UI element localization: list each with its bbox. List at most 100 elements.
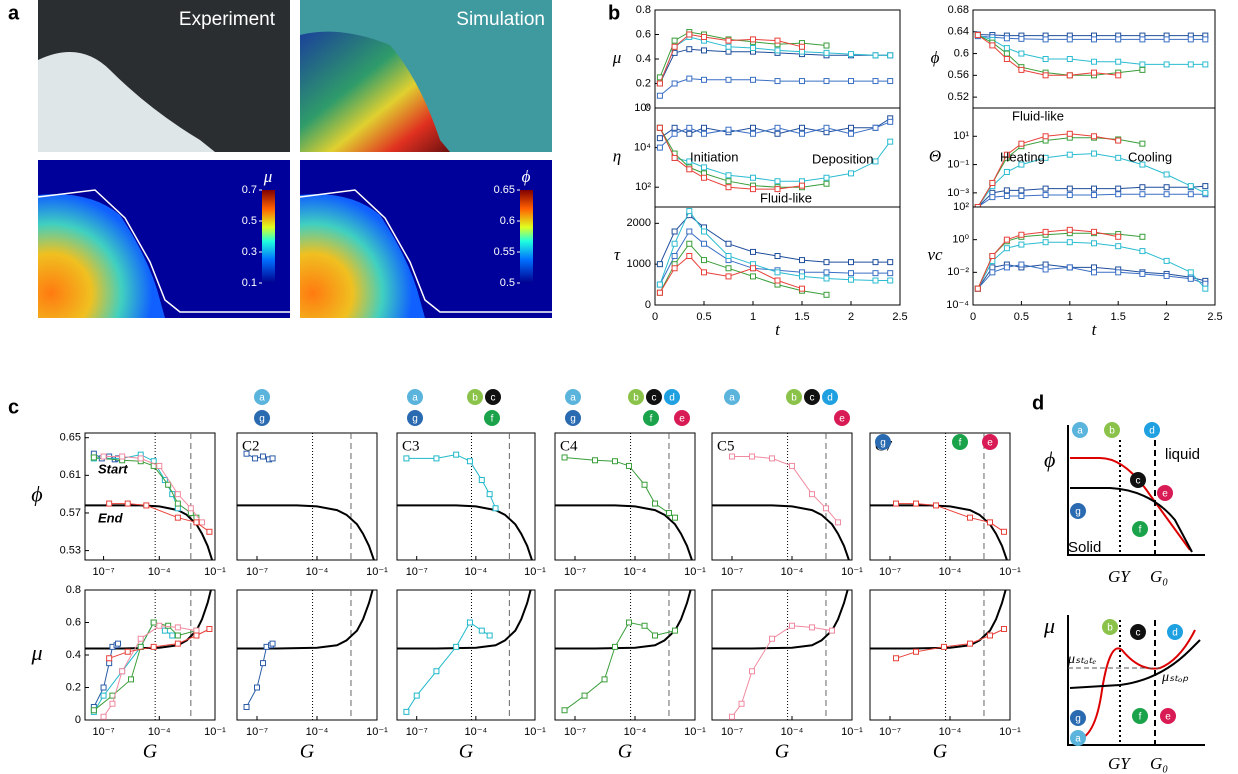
- data-point: [581, 692, 588, 699]
- model-curve: [397, 504, 533, 560]
- colorbar-label: ϕ: [522, 167, 531, 186]
- data-point: [1018, 261, 1025, 268]
- data-point: [1139, 233, 1146, 240]
- x-tick-label: 10⁻⁴: [781, 726, 804, 738]
- data-point: [750, 273, 756, 280]
- state-letter: f: [959, 438, 962, 449]
- y-axis-label: ϕ: [931, 48, 940, 67]
- plot-frame: [236, 589, 378, 721]
- data-point: [823, 42, 830, 49]
- data-point: [887, 118, 894, 125]
- y-tick-label: 0.2: [66, 681, 81, 693]
- state-marker: [565, 389, 581, 405]
- panel-label: c: [8, 396, 19, 418]
- data-point: [671, 253, 678, 259]
- data-point: [774, 78, 781, 85]
- data-point: [561, 707, 568, 714]
- state-letter: c: [1136, 628, 1141, 639]
- data-point: [989, 194, 996, 201]
- data-point: [433, 668, 440, 675]
- data-point: [1042, 185, 1049, 192]
- state-letter: g: [259, 414, 265, 425]
- y-axis-label: μ: [30, 640, 42, 665]
- data-point: [165, 622, 172, 629]
- state-marker: [822, 389, 838, 405]
- data-point: [671, 154, 678, 161]
- data-point: [799, 43, 805, 50]
- data-point: [872, 124, 879, 131]
- y-axis-label: τ: [614, 245, 621, 264]
- state-marker: [254, 410, 270, 426]
- y-tick-label: 0.8: [66, 584, 81, 596]
- data-point: [1042, 192, 1049, 199]
- y-tick-label: 0.8: [636, 4, 651, 16]
- data-point: [913, 648, 920, 655]
- colorbar: [262, 190, 275, 283]
- data-point: [486, 491, 493, 498]
- data-point: [729, 713, 735, 720]
- plot-frame: [654, 9, 901, 109]
- data-point: [848, 130, 854, 137]
- data-point: [137, 635, 144, 642]
- state-letter: f: [1139, 712, 1142, 723]
- y-tick-label: 10⁻⁴: [946, 299, 969, 311]
- x-tick-label: 10⁻⁷: [93, 566, 115, 578]
- data-point: [260, 660, 267, 667]
- data-point: [1139, 184, 1146, 191]
- data-point: [872, 78, 879, 85]
- y-tick-label: 0: [75, 714, 81, 726]
- x-tick-label: 10⁻⁷: [246, 566, 268, 578]
- plot-frame: [869, 432, 1011, 561]
- data-point: [701, 174, 707, 181]
- data-point: [1091, 192, 1097, 199]
- plot-area: [870, 433, 1008, 560]
- state-marker: [254, 389, 270, 405]
- y-tick-label: 10⁴: [634, 142, 651, 154]
- data-point: [1139, 161, 1146, 168]
- state-letter: b: [633, 393, 639, 404]
- data-point: [989, 269, 996, 276]
- data-point: [809, 624, 815, 631]
- state-marker: [1070, 503, 1086, 519]
- panel-label: d: [1032, 392, 1044, 414]
- x-tick-label: 10⁻⁴: [624, 566, 647, 578]
- plot-area: [974, 226, 1209, 292]
- state-letter: a: [412, 393, 418, 404]
- y-tick-label: 2000: [627, 217, 651, 229]
- x-tick-label: 10⁻¹: [841, 726, 863, 738]
- data-point: [1042, 154, 1049, 161]
- data-point: [466, 458, 473, 465]
- annotation: End: [98, 510, 124, 525]
- x-tick-label: 10⁻⁷: [246, 726, 268, 738]
- data-point: [750, 124, 756, 131]
- panel-label: a: [8, 2, 20, 24]
- state-marker: [1070, 730, 1086, 746]
- x-tick-label: 10⁻⁴: [781, 566, 804, 578]
- data-point: [967, 514, 973, 521]
- data-point: [725, 240, 732, 247]
- data-point: [725, 265, 732, 272]
- data-point: [686, 166, 693, 173]
- data-point: [1003, 236, 1010, 243]
- data-point: [150, 643, 157, 650]
- series-line: [659, 210, 891, 285]
- y-axis-label: η: [613, 146, 621, 165]
- data-point: [199, 519, 206, 526]
- x-tick-label: 0.5: [696, 311, 711, 323]
- state-marker: [1070, 710, 1086, 726]
- plot-area: [237, 433, 375, 560]
- data-point: [701, 228, 707, 235]
- data-point: [1000, 528, 1007, 535]
- data-point: [1066, 239, 1073, 246]
- data-point: [738, 700, 745, 707]
- data-point: [260, 453, 267, 460]
- y-axis-label: vc: [927, 245, 943, 264]
- model-curve: [870, 590, 1007, 650]
- plot-area: [974, 31, 1209, 79]
- x-tick-label: 1.5: [1111, 311, 1126, 323]
- data-point: [749, 453, 755, 460]
- state-marker: [1102, 619, 1118, 635]
- data-point: [413, 692, 420, 699]
- data-point: [478, 627, 485, 634]
- data-point: [750, 248, 756, 255]
